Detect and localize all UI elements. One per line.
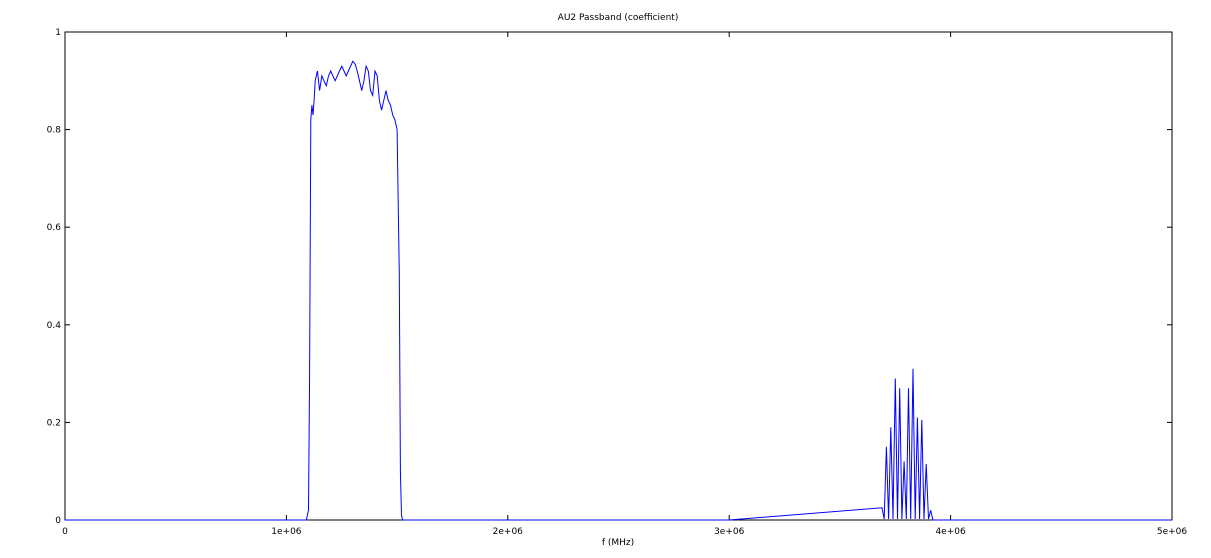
series-line bbox=[65, 60, 1172, 521]
axis-ticks: 0 1e+06 2e+06 3e+06 4e+06 5e+06 0 0.2 0.4 0.6 0.8 1 bbox=[47, 28, 1188, 537]
y-tick-label: 0.2 bbox=[47, 418, 61, 428]
y-tick-label: 0.8 bbox=[47, 126, 62, 136]
x-tick-label: 0 bbox=[62, 527, 68, 537]
plot-area bbox=[64, 31, 1173, 521]
x-tick-label: 5e+06 bbox=[1157, 527, 1188, 537]
x-axis-label: f (MHz) bbox=[602, 538, 634, 548]
x-tick-label: 2e+06 bbox=[493, 527, 524, 537]
series-group bbox=[65, 60, 1172, 521]
x-tick-label: 1e+06 bbox=[271, 527, 302, 537]
x-tick-label: 4e+06 bbox=[935, 527, 966, 537]
chart-title: AU2 Passband (coefficient) bbox=[558, 13, 679, 23]
y-tick-label: 1 bbox=[55, 28, 61, 38]
y-tick-label: 0.4 bbox=[47, 321, 62, 331]
y-tick-label: 0 bbox=[55, 516, 61, 526]
x-tick-label: 3e+06 bbox=[714, 527, 745, 537]
y-tick-label: 0.6 bbox=[47, 223, 62, 233]
